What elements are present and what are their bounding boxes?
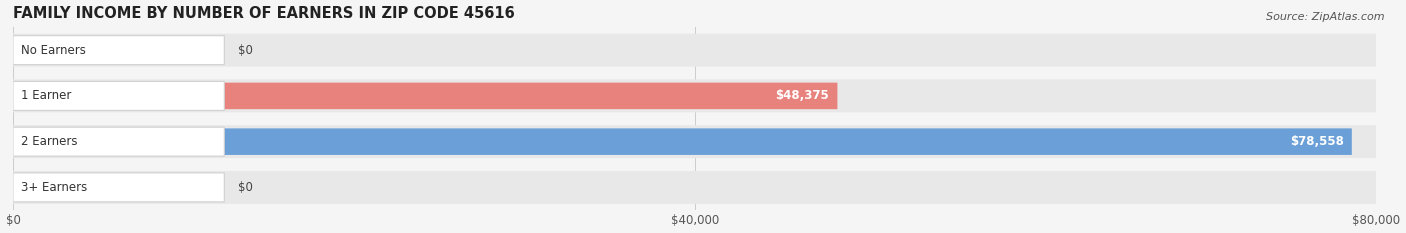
FancyBboxPatch shape	[13, 171, 1376, 204]
FancyBboxPatch shape	[13, 83, 838, 109]
FancyBboxPatch shape	[13, 81, 225, 110]
Text: FAMILY INCOME BY NUMBER OF EARNERS IN ZIP CODE 45616: FAMILY INCOME BY NUMBER OF EARNERS IN ZI…	[13, 6, 515, 21]
Text: 3+ Earners: 3+ Earners	[21, 181, 87, 194]
Text: $0: $0	[238, 44, 253, 57]
FancyBboxPatch shape	[13, 173, 225, 202]
Text: No Earners: No Earners	[21, 44, 86, 57]
Text: 1 Earner: 1 Earner	[21, 89, 72, 102]
FancyBboxPatch shape	[13, 125, 1376, 158]
FancyBboxPatch shape	[13, 36, 225, 65]
FancyBboxPatch shape	[13, 34, 1376, 67]
Text: $0: $0	[238, 181, 253, 194]
FancyBboxPatch shape	[13, 128, 1351, 155]
Text: $48,375: $48,375	[776, 89, 830, 102]
Text: 2 Earners: 2 Earners	[21, 135, 77, 148]
Text: Source: ZipAtlas.com: Source: ZipAtlas.com	[1267, 12, 1385, 22]
Text: $78,558: $78,558	[1289, 135, 1344, 148]
FancyBboxPatch shape	[13, 127, 225, 156]
FancyBboxPatch shape	[13, 79, 1376, 112]
